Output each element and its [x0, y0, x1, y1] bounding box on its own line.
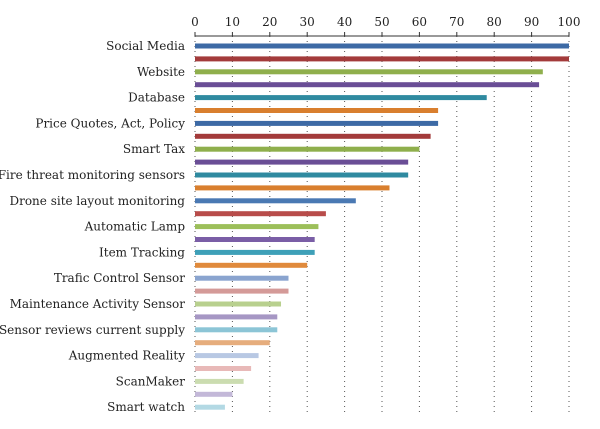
- x-tick-label: 60: [412, 15, 427, 29]
- bar: [195, 159, 409, 165]
- category-label: Sensor reviews current supply: [0, 323, 185, 337]
- category-labels: Social Media Website Database Price Quotes,…: [0, 39, 185, 414]
- x-axis-ticks: 0 10 20 30 40 50 60 70 80 90 100: [191, 15, 580, 36]
- bars: [195, 43, 569, 410]
- category-label: Price Quotes, Act, Policy: [35, 116, 185, 130]
- bar: [195, 224, 319, 230]
- bar: [195, 404, 225, 410]
- bar: [195, 146, 420, 152]
- bar: [195, 172, 409, 178]
- category-label: Social Media: [106, 39, 185, 53]
- bar: [195, 275, 289, 281]
- x-tick-label: 30: [300, 15, 315, 29]
- bar: [195, 366, 252, 371]
- category-label: Augmented Reality: [68, 349, 185, 363]
- bar: [195, 108, 439, 113]
- category-label: Automatic Lamp: [84, 220, 186, 234]
- bar: [195, 353, 259, 359]
- x-tick-label: 100: [558, 15, 581, 29]
- bar: [195, 133, 431, 139]
- bar: [195, 95, 487, 101]
- bar: [195, 378, 244, 384]
- bar: [195, 120, 439, 126]
- bar: [195, 56, 569, 62]
- category-label: Drone site layout monitoring: [9, 194, 185, 208]
- bar: [195, 43, 569, 49]
- bar: [195, 237, 315, 242]
- x-tick-label: 0: [191, 15, 199, 29]
- category-label: Website: [137, 65, 185, 79]
- bar: [195, 327, 278, 333]
- bar: [195, 249, 315, 255]
- x-tick-label: 80: [487, 15, 502, 29]
- bar: [195, 301, 282, 307]
- bar: [195, 211, 326, 217]
- category-label: Smart Tax: [123, 142, 185, 156]
- bar: [195, 198, 356, 204]
- x-tick-label: 90: [524, 15, 539, 29]
- category-label: Smart watch: [107, 400, 185, 414]
- bar: [195, 314, 278, 320]
- bar: [195, 82, 540, 88]
- category-label: Fire threat monitoring sensors: [0, 168, 185, 182]
- category-label: Database: [128, 91, 185, 105]
- x-tick-label: 70: [449, 15, 464, 29]
- bar: [195, 340, 270, 346]
- bar: [195, 185, 390, 191]
- bar: [195, 69, 543, 75]
- category-label: Trafic Control Sensor: [54, 271, 185, 285]
- category-label: ScanMaker: [116, 374, 186, 388]
- category-label: Item Tracking: [99, 245, 185, 259]
- bar: [195, 262, 308, 268]
- category-label: Maintenance Activity Sensor: [10, 297, 186, 311]
- x-tick-label: 50: [374, 15, 389, 29]
- bar: [195, 391, 233, 397]
- x-tick-label: 20: [262, 15, 277, 29]
- bar: [195, 288, 289, 294]
- x-tick-label: 10: [225, 15, 240, 29]
- x-tick-label: 40: [337, 15, 352, 29]
